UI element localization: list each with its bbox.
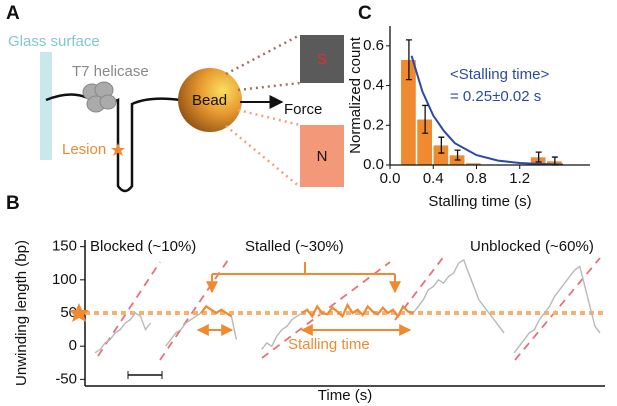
annotation: = 0.25±0.02 s xyxy=(450,88,541,105)
fit-curve xyxy=(410,55,564,166)
error-bar xyxy=(405,39,412,81)
lesion-label: Lesion xyxy=(62,141,106,158)
magnet-s xyxy=(300,35,344,83)
magnet-s-label: S xyxy=(317,51,327,68)
y-axis-title: Unwinding length (bp) xyxy=(13,240,30,386)
x-axis-title: Stalling time (s) xyxy=(428,193,531,210)
y-tick-label: -50 xyxy=(55,370,77,387)
glass-surface xyxy=(40,52,52,160)
annotation: Unblocked (~60%) xyxy=(470,238,594,255)
y-tick-label: 50 xyxy=(60,304,77,321)
panel-label: A xyxy=(6,3,20,24)
trace xyxy=(200,302,414,319)
error-bar xyxy=(535,151,542,163)
bead-label: Bead xyxy=(192,92,227,109)
annotation: Stalling time xyxy=(288,336,370,353)
helicase-label: T7 helicase xyxy=(72,63,149,80)
panel-label: B xyxy=(6,193,20,214)
y-tick-label: 0.0 xyxy=(363,156,384,173)
panel-a: A Glass surface T7 helicase Lesion Bead … xyxy=(6,3,344,193)
magnet-lines xyxy=(225,33,301,188)
panel-label: C xyxy=(358,3,372,24)
error-bar xyxy=(422,104,429,134)
magnet-n xyxy=(300,125,344,187)
force-label: Force xyxy=(284,101,322,118)
y-tick-label: 0 xyxy=(69,337,77,354)
x-tick-label: 0.0 xyxy=(380,170,401,187)
reference-star xyxy=(69,303,89,322)
y-axis-title: Normalized count xyxy=(347,36,364,154)
glass-label: Glass surface xyxy=(8,33,100,50)
lesion-star xyxy=(111,143,125,156)
error-bar xyxy=(438,136,445,154)
y-tick-label: 0.2 xyxy=(363,116,384,133)
stalled-bracket xyxy=(196,262,412,336)
helicase xyxy=(82,81,117,113)
annotation: Stalled (~30%) xyxy=(245,238,344,255)
x-tick-label: 1.2 xyxy=(509,170,530,187)
x-axis-title: Time (s) xyxy=(318,387,372,404)
y-tick-label: 0.4 xyxy=(363,77,384,94)
magnet-n-label: N xyxy=(317,148,328,165)
annotation: <Stalling time> xyxy=(450,66,549,83)
scale-bar-ends xyxy=(127,371,163,379)
x-tick-label: 0.8 xyxy=(466,170,487,187)
y-tick-label: 150 xyxy=(52,238,77,255)
bead xyxy=(178,68,242,132)
y-tick-label: 0.6 xyxy=(363,37,384,54)
annotation: Blocked (~10%) xyxy=(90,238,196,255)
dna xyxy=(45,93,181,193)
error-bar xyxy=(454,149,461,161)
x-tick-label: 0.4 xyxy=(423,170,444,187)
y-tick-label: 100 xyxy=(52,271,77,288)
